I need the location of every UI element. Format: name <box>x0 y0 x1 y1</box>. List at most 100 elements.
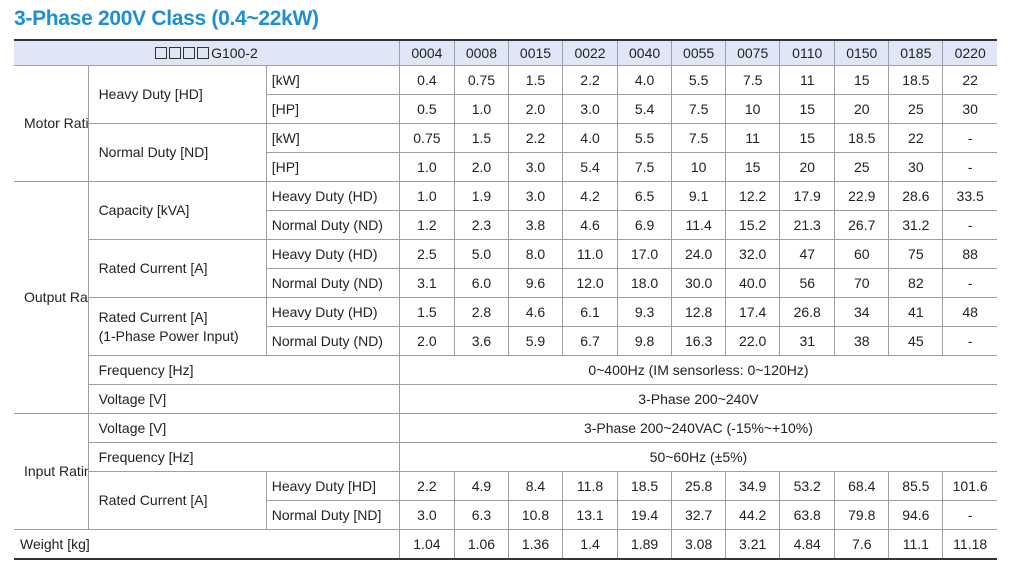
section-input-rating: Input Rating <box>14 413 89 530</box>
input-current-hd-cell: 85.5 <box>888 471 944 501</box>
output-current-hd-cell: 17.0 <box>617 239 673 269</box>
output-current-1ph-nd-cell: 3.6 <box>453 326 509 356</box>
input-current-hd-cell: 68.4 <box>834 471 890 501</box>
motor-hd-kw-cell: 0.75 <box>453 65 509 95</box>
motor-hd-kw-cell: 22 <box>942 65 997 95</box>
motor-nd-hp-cell: 1.0 <box>398 152 455 182</box>
row-weight: Weight [kg] <box>14 529 400 560</box>
unit-hp: [HP] <box>265 152 400 182</box>
table-row: [HP] 1.0 2.0 3.0 5.4 7.5 10 15 20 25 30- <box>14 152 997 182</box>
capacity-hd-cell: 1.9 <box>453 181 509 211</box>
unit-kw: [kW] <box>265 65 400 95</box>
model-code: 0004 <box>398 39 455 66</box>
output-current-hd-cell: 5.0 <box>453 239 509 269</box>
output-current-nd-cell: 6.0 <box>453 268 509 298</box>
table-row: Rated Current [A] Heavy Duty (HD) 2.5 5.0 8.… <box>14 239 997 298</box>
row-output-frequency: Frequency [Hz] <box>87 355 400 385</box>
model-code: 0022 <box>562 39 619 66</box>
input-current-hd-cell: 2.2 <box>398 471 455 501</box>
weight-cell: 7.6 <box>834 529 890 560</box>
motor-hd-kw-cell: 0.4 <box>398 65 455 95</box>
output-current-1ph-nd-cell: 6.7 <box>562 326 619 356</box>
input-current-nd-cell: 13.1 <box>562 500 619 530</box>
motor-hd-hp-cell: 5.4 <box>617 94 673 124</box>
capacity-nd-cell: - <box>942 210 997 240</box>
capacity-hd-cell: 3.0 <box>507 181 564 211</box>
input-current-hd-cell: 25.8 <box>671 471 727 501</box>
table-row: Normal Duty (ND) 1.2 2.3 3.8 4.6 6.9 11.4 15.2 2… <box>14 210 997 240</box>
motor-hd-kw-cell: 4.0 <box>617 65 673 95</box>
capacity-nd-cell: 3.8 <box>507 210 564 240</box>
motor-nd-hp-cell: 10 <box>671 152 727 182</box>
label-line: (1-Phase Power Input) <box>98 327 239 344</box>
output-current-1ph-nd-cell: 9.8 <box>617 326 673 356</box>
motor-hd-kw-cell: 11 <box>779 65 836 95</box>
capacity-nd-cell: 4.6 <box>562 210 619 240</box>
output-current-1ph-nd-cell: 22.0 <box>725 326 781 356</box>
output-current-1ph-hd-cell: 41 <box>888 297 944 327</box>
table-row: Frequency [Hz] 0~400Hz (IM sensorless: 0~… <box>14 355 997 385</box>
input-current-hd-cell: 101.6 <box>942 471 997 501</box>
row-rated-current: Rated Current [A] <box>87 239 267 298</box>
table-row: Normal Duty [ND] [kW] 0.75 1.5 2.2 4.0 5.5 7.5 1… <box>14 123 997 182</box>
table-row: Voltage [V] 3-Phase 200~240V <box>14 384 997 414</box>
output-current-1ph-nd-cell: 38 <box>834 326 890 356</box>
motor-nd-kw-cell: 18.5 <box>834 123 890 153</box>
input-current-nd-cell: 19.4 <box>617 500 673 530</box>
label-line: Rated Current [A] <box>98 308 208 325</box>
capacity-nd-cell: 11.4 <box>671 210 727 240</box>
input-current-nd-cell: 63.8 <box>779 500 836 530</box>
model-series-label: G100-2 <box>14 39 400 66</box>
spec-table: G100-2 0004 0008 0015 0022 0040 0055 0075 0110 01… <box>14 39 997 560</box>
motor-hd-hp-cell: 20 <box>834 94 890 124</box>
table-row: [HP] 0.5 1.0 2.0 3.0 5.4 7.5 10 15 20 25 30 <box>14 94 997 124</box>
model-code: 0008 <box>453 39 509 66</box>
output-current-1ph-nd-cell: - <box>942 326 997 356</box>
duty-nd-label: Normal Duty (ND) <box>265 326 400 356</box>
motor-hd-hp-cell: 30 <box>942 94 997 124</box>
motor-hd-kw-cell: 15 <box>834 65 890 95</box>
capacity-hd-cell: 12.2 <box>725 181 781 211</box>
output-current-1ph-nd-cell: 31 <box>779 326 836 356</box>
output-current-hd-cell: 88 <box>942 239 997 269</box>
output-voltage-value: 3-Phase 200~240V <box>398 384 997 414</box>
motor-nd-kw-cell: 22 <box>888 123 944 153</box>
capacity-hd-cell: 17.9 <box>779 181 836 211</box>
output-current-1ph-hd-cell: 2.8 <box>453 297 509 327</box>
weight-cell: 11.18 <box>942 529 997 560</box>
unit-hp: [HP] <box>265 94 400 124</box>
model-code: 0150 <box>834 39 890 66</box>
model-code: 0110 <box>779 39 836 66</box>
input-current-hd-cell: 4.9 <box>453 471 509 501</box>
output-current-nd-cell: 3.1 <box>398 268 455 298</box>
output-current-hd-cell: 8.0 <box>507 239 564 269</box>
output-current-1ph-nd-cell: 16.3 <box>671 326 727 356</box>
motor-nd-kw-cell: 4.0 <box>562 123 619 153</box>
row-heavy-duty: Heavy Duty [HD] <box>87 65 267 124</box>
model-code: 0015 <box>507 39 564 66</box>
input-current-hd-cell: 8.4 <box>507 471 564 501</box>
output-current-nd-cell: 30.0 <box>671 268 727 298</box>
motor-nd-kw-cell: 5.5 <box>617 123 673 153</box>
motor-nd-hp-cell: 25 <box>834 152 890 182</box>
weight-cell: 3.08 <box>671 529 727 560</box>
table-row: Frequency [Hz] 50~60Hz (±5%) <box>14 442 997 472</box>
row-output-voltage: Voltage [V] <box>87 384 400 414</box>
motor-nd-kw-cell: 11 <box>725 123 781 153</box>
output-current-hd-cell: 47 <box>779 239 836 269</box>
output-current-nd-cell: - <box>942 268 997 298</box>
motor-hd-hp-cell: 25 <box>888 94 944 124</box>
output-current-1ph-hd-cell: 12.8 <box>671 297 727 327</box>
output-current-nd-cell: 18.0 <box>617 268 673 298</box>
output-current-nd-cell: 56 <box>779 268 836 298</box>
input-current-nd-cell: 3.0 <box>398 500 455 530</box>
output-current-nd-cell: 9.6 <box>507 268 564 298</box>
input-current-nd-cell: 32.7 <box>671 500 727 530</box>
output-current-hd-cell: 24.0 <box>671 239 727 269</box>
model-prefix-placeholder <box>155 45 211 61</box>
table-row: Rated Current [A] (1-Phase Power Input) He… <box>14 297 997 356</box>
placeholder-box-icon <box>169 47 182 59</box>
input-current-nd-cell: 94.6 <box>888 500 944 530</box>
motor-nd-kw-cell: 2.2 <box>507 123 564 153</box>
duty-hd-label: Heavy Duty [HD] <box>265 471 400 501</box>
